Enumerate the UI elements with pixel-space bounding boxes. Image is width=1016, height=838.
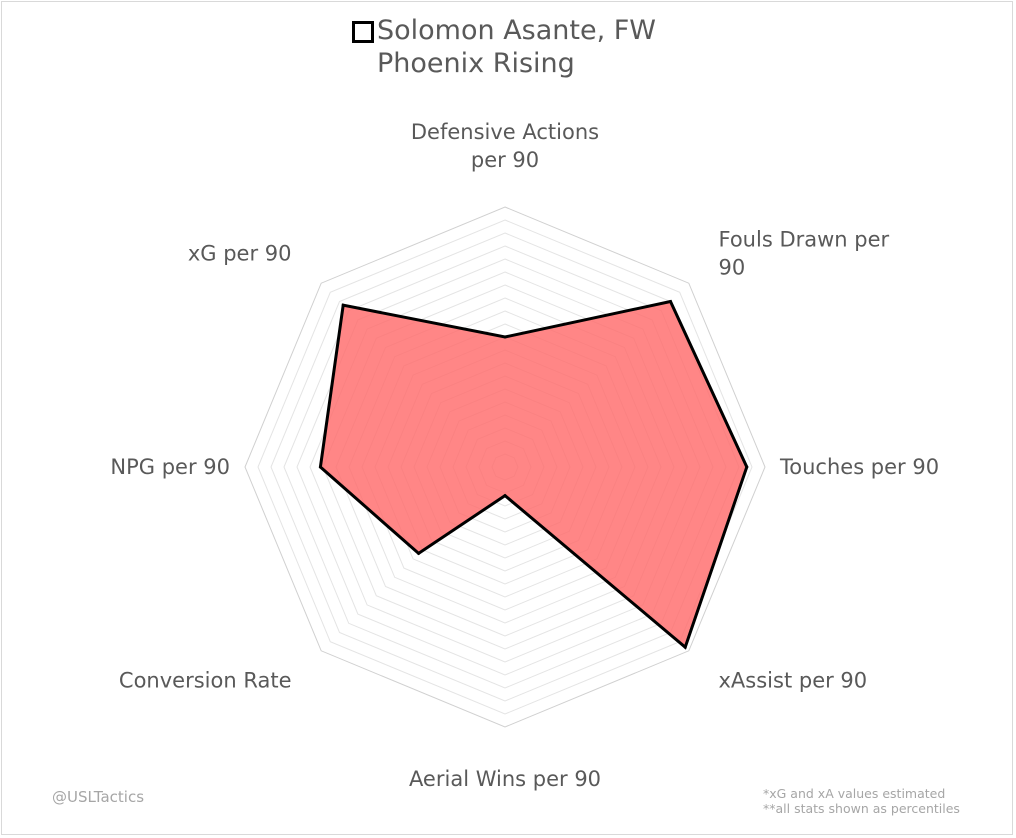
data-point-0 bbox=[503, 335, 507, 339]
series-area-0 bbox=[318, 299, 749, 650]
axis-label-1-line-1: 90 bbox=[719, 256, 746, 280]
axis-label-4: Aerial Wins per 90 bbox=[409, 767, 601, 791]
axis-label-4-line-0: Aerial Wins per 90 bbox=[409, 767, 601, 791]
axis-label-7: xG per 90 bbox=[188, 242, 292, 266]
data-point-2 bbox=[745, 465, 749, 469]
axis-label-7-line-0: xG per 90 bbox=[188, 242, 292, 266]
axis-label-2-line-0: Touches per 90 bbox=[779, 455, 939, 479]
axis-label-0-line-0: Defensive Actions bbox=[411, 120, 599, 144]
legend-swatch bbox=[352, 21, 374, 43]
grid-ring-19 bbox=[257, 219, 753, 715]
axis-label-3: xAssist per 90 bbox=[719, 669, 868, 693]
axis-label-1: Fouls Drawn per 90 bbox=[719, 228, 890, 280]
grid-ring-20 bbox=[244, 206, 766, 728]
footnote-1: *xG and xA values estimated bbox=[763, 786, 946, 801]
axis-label-3-line-0: xAssist per 90 bbox=[719, 669, 868, 693]
axis-label-0-line-1: per 90 bbox=[471, 148, 539, 172]
axis-labels: Defensive Actions per 90 Fouls Drawn per 90… bbox=[110, 120, 939, 791]
legend-team-name: Phoenix Rising bbox=[377, 48, 575, 79]
data-point-7 bbox=[341, 303, 345, 307]
data-point-6 bbox=[318, 465, 322, 469]
axis-label-5: Conversion Rate bbox=[119, 669, 292, 693]
credit-text: @USLTactics bbox=[52, 788, 145, 806]
data-point-4 bbox=[503, 494, 507, 498]
data-point-3 bbox=[683, 645, 687, 649]
axis-label-2: Touches per 90 bbox=[779, 455, 939, 479]
data-point-1 bbox=[669, 300, 672, 303]
footnote-2: **all stats shown as percentiles bbox=[763, 801, 960, 816]
footnotes: *xG and xA values estimated **all stats … bbox=[763, 786, 960, 816]
radar-series bbox=[318, 299, 749, 650]
axis-label-6-line-0: NPG per 90 bbox=[110, 455, 230, 479]
legend-player-name: Solomon Asante, FW bbox=[377, 15, 656, 46]
axis-label-6: NPG per 90 bbox=[110, 455, 230, 479]
axis-label-0: Defensive Actions per 90 bbox=[411, 120, 599, 172]
axis-label-5-line-0: Conversion Rate bbox=[119, 669, 292, 693]
axis-label-1-line-0: Fouls Drawn per bbox=[719, 228, 890, 252]
data-point-5 bbox=[417, 551, 421, 555]
